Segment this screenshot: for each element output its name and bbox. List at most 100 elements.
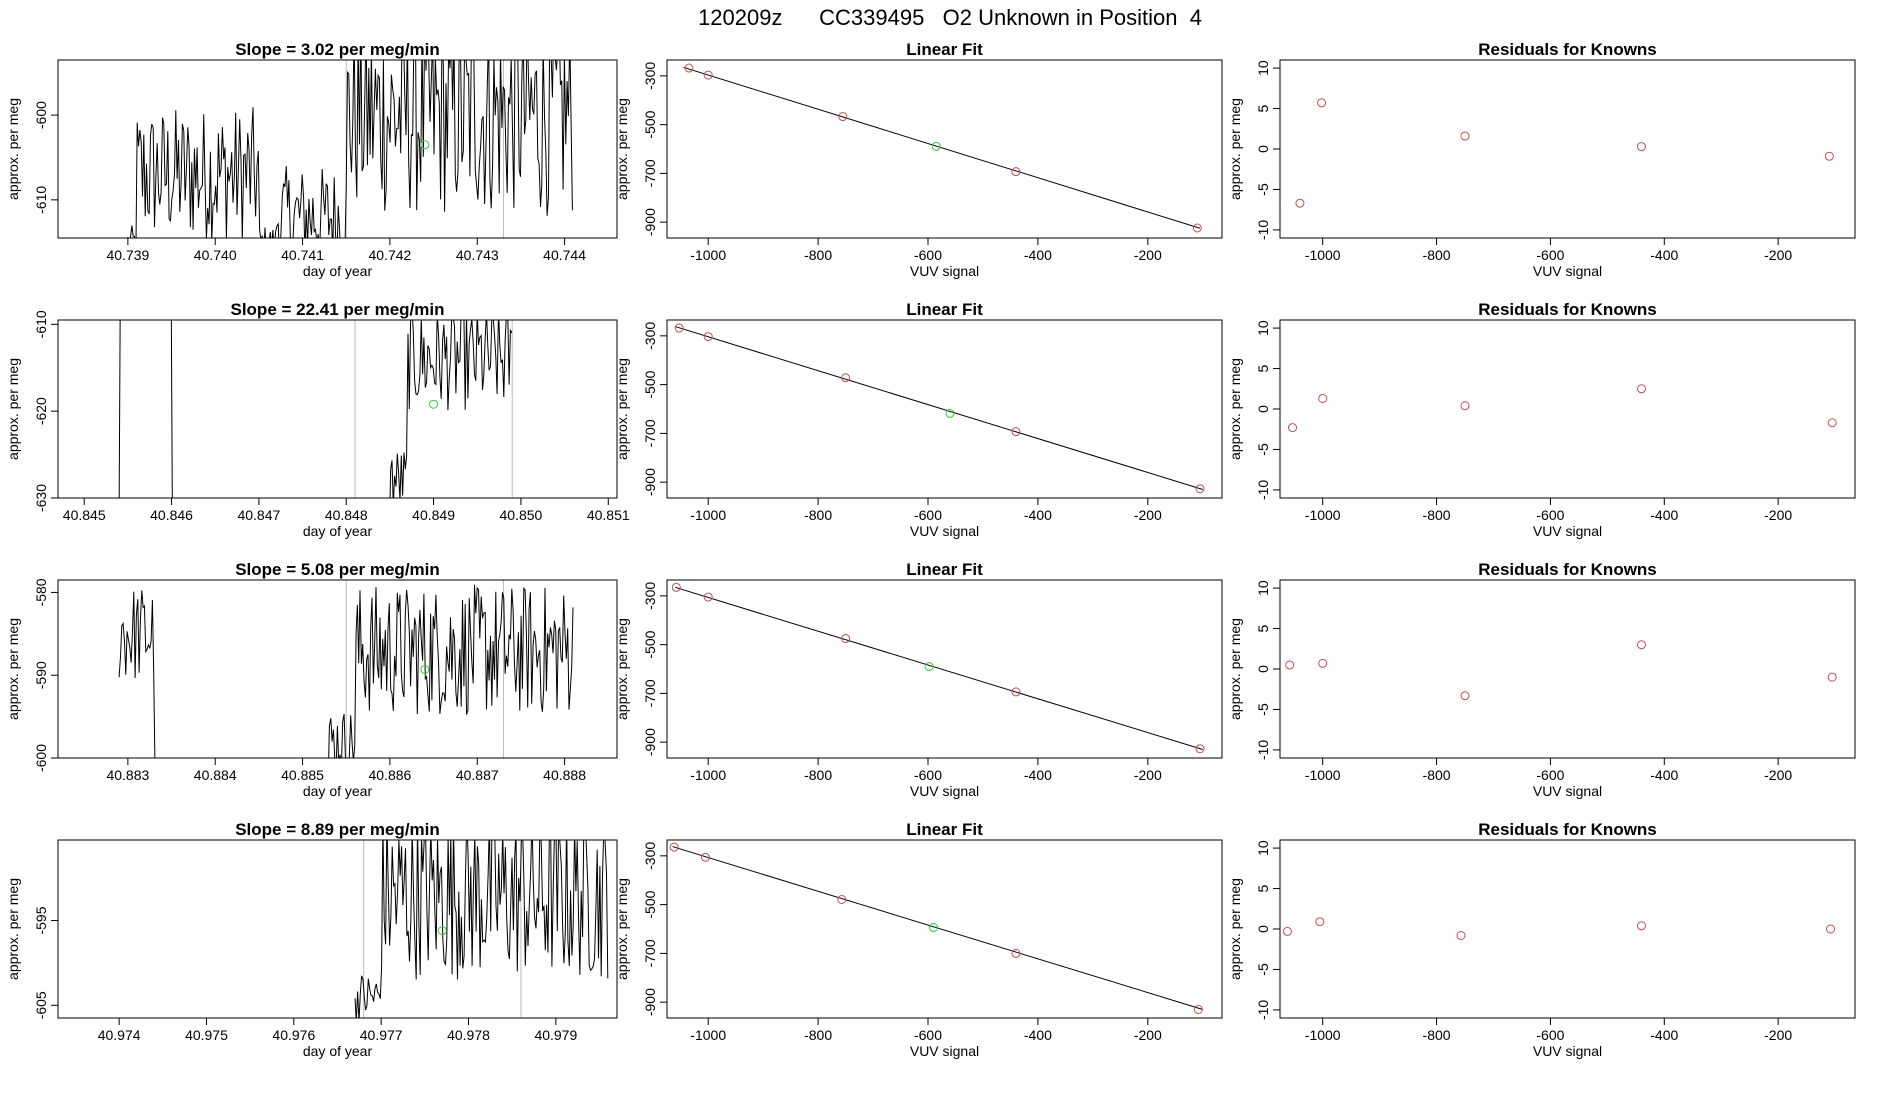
timeseries-1-plot-area bbox=[127, 60, 573, 238]
fit-4-ytick-label: -300 bbox=[642, 842, 658, 870]
fit-1-ytick-label: -700 bbox=[642, 159, 658, 187]
timeseries-3-xtick-label: 40.888 bbox=[543, 767, 586, 783]
timeseries-3-xtick-label: 40.884 bbox=[194, 767, 237, 783]
fit-3-title: Linear Fit bbox=[906, 560, 983, 579]
fit-3-ytick-label: -700 bbox=[642, 679, 658, 707]
fit-4-xtick-label: -400 bbox=[1024, 1027, 1052, 1043]
resid-1-residual-point bbox=[1637, 142, 1647, 152]
timeseries-1-ytick-label: -610 bbox=[33, 186, 49, 214]
timeseries-2-series-line bbox=[118, 320, 513, 498]
fit-1-panel: Linear Fit -1000 -800 -600 -400 -200 -300 -500 -… bbox=[614, 40, 1223, 279]
fit-2-unknown-point bbox=[945, 408, 955, 418]
resid-3-residual-point bbox=[1285, 660, 1295, 670]
fit-4-plot-area bbox=[669, 842, 1203, 1014]
fit-2-xlabel: VUV signal bbox=[910, 523, 979, 539]
resid-3-residual-point bbox=[1460, 691, 1470, 701]
fit-3-xtick-label: -200 bbox=[1134, 767, 1162, 783]
timeseries-2-xtick-label: 40.847 bbox=[237, 507, 280, 523]
resid-4-xtick-label: -600 bbox=[1536, 1027, 1564, 1043]
resid-1-ytick-label: 5 bbox=[1255, 104, 1271, 112]
timeseries-4-xtick-label: 40.975 bbox=[185, 1027, 228, 1043]
timeseries-1-title: Slope = 3.02 per meg/min bbox=[235, 40, 440, 59]
fit-2-known-point bbox=[703, 332, 713, 342]
timeseries-3-xlabel: day of year bbox=[303, 783, 373, 799]
fit-1-known-point bbox=[1011, 167, 1021, 177]
resid-2-residual-point bbox=[1460, 401, 1470, 411]
resid-4-residual-point bbox=[1315, 917, 1325, 927]
fit-1-frame bbox=[666, 59, 1223, 239]
resid-3-ytick-label: 5 bbox=[1255, 624, 1271, 632]
resid-3-ylabel: approx. per meg bbox=[1227, 618, 1243, 720]
timeseries-3-ytick-label: -580 bbox=[33, 578, 49, 606]
resid-2-ytick-label: 10 bbox=[1255, 320, 1271, 336]
resid-1-residual-point bbox=[1460, 131, 1470, 141]
fit-1-xtick-label: -800 bbox=[804, 247, 832, 263]
fit-4-xlabel: VUV signal bbox=[910, 1043, 979, 1059]
fit-3-panel: Linear Fit -1000 -800 -600 -400 -200 -300 -500 -… bbox=[614, 560, 1223, 799]
resid-4-xtick-label: -800 bbox=[1423, 1027, 1451, 1043]
timeseries-1-xtick-label: 40.742 bbox=[368, 247, 411, 263]
resid-2-title: Residuals for Knowns bbox=[1478, 300, 1657, 319]
resid-2-plot-area bbox=[1288, 384, 1837, 433]
timeseries-4-xtick-label: 40.977 bbox=[360, 1027, 403, 1043]
resid-3-plot-area bbox=[1285, 640, 1837, 701]
fit-2-xtick-label: -800 bbox=[804, 507, 832, 523]
fit-3-known-point bbox=[841, 634, 851, 644]
fit-1-xtick-label: -400 bbox=[1024, 247, 1052, 263]
fit-3-frame bbox=[666, 579, 1223, 759]
resid-4-residual-point bbox=[1282, 926, 1292, 936]
timeseries-2-ylabel: approx. per meg bbox=[5, 358, 21, 460]
resid-1-xtick-label: -600 bbox=[1536, 247, 1564, 263]
resid-1-ytick-label: 0 bbox=[1255, 145, 1271, 153]
resid-4-residual-point bbox=[1456, 930, 1466, 940]
timeseries-1-unknown-point bbox=[420, 140, 430, 150]
resid-4-ylabel: approx. per meg bbox=[1227, 878, 1243, 980]
timeseries-4-xtick-label: 40.976 bbox=[272, 1027, 315, 1043]
fit-2-ytick-label: -500 bbox=[642, 370, 658, 398]
timeseries-2-frame bbox=[57, 319, 618, 499]
resid-1-plot-area bbox=[1295, 98, 1834, 208]
resid-1-xtick-label: -800 bbox=[1423, 247, 1451, 263]
resid-2-xtick-label: -600 bbox=[1536, 507, 1564, 523]
timeseries-2-ytick-label: -620 bbox=[33, 397, 49, 425]
fit-4-ytick-label: -700 bbox=[642, 939, 658, 967]
resid-2-residual-point bbox=[1827, 418, 1837, 428]
timeseries-4-ytick-label: -605 bbox=[33, 991, 49, 1019]
fit-3-xlabel: VUV signal bbox=[910, 783, 979, 799]
fit-4-ytick-label: -500 bbox=[642, 890, 658, 918]
fit-1-known-point bbox=[684, 63, 694, 73]
timeseries-4-title: Slope = 8.89 per meg/min bbox=[235, 820, 440, 839]
resid-4-xtick-label: -200 bbox=[1764, 1027, 1792, 1043]
timeseries-2-xtick-label: 40.851 bbox=[587, 507, 630, 523]
timeseries-3-xtick-label: 40.885 bbox=[281, 767, 324, 783]
fit-1-known-point bbox=[703, 70, 713, 80]
timeseries-3-ylabel: approx. per meg bbox=[5, 618, 21, 720]
timeseries-1-xtick-label: 40.741 bbox=[281, 247, 324, 263]
timeseries-3-unknown-point bbox=[420, 664, 430, 674]
resid-2-residual-point bbox=[1637, 384, 1647, 394]
timeseries-2-ytick-label: -610 bbox=[33, 310, 49, 338]
resid-3-xtick-label: -400 bbox=[1650, 767, 1678, 783]
timeseries-2-xtick-label: 40.850 bbox=[500, 507, 543, 523]
timeseries-1-frame bbox=[57, 59, 618, 239]
fit-4-unknown-point bbox=[929, 923, 939, 933]
fit-2-title: Linear Fit bbox=[906, 300, 983, 319]
timeseries-1-xlabel: day of year bbox=[303, 263, 373, 279]
fit-2-ytick-label: -300 bbox=[642, 322, 658, 350]
timeseries-3-title: Slope = 5.08 per meg/min bbox=[235, 560, 440, 579]
fit-1-xlabel: VUV signal bbox=[910, 263, 979, 279]
resid-3-xtick-label: -800 bbox=[1423, 767, 1451, 783]
fit-3-xtick-label: -400 bbox=[1024, 767, 1052, 783]
fit-4-known-point bbox=[837, 894, 847, 904]
resid-1-xtick-label: -200 bbox=[1764, 247, 1792, 263]
resid-2-xtick-label: -200 bbox=[1764, 507, 1792, 523]
resid-3-xlabel: VUV signal bbox=[1533, 783, 1602, 799]
fit-2-known-point bbox=[1195, 484, 1205, 494]
fit-4-known-point bbox=[1011, 948, 1021, 958]
resid-4-ytick-label: 0 bbox=[1255, 925, 1271, 933]
timeseries-3-series-line bbox=[118, 584, 574, 758]
resid-1-ytick-label: -5 bbox=[1255, 183, 1271, 196]
timeseries-1-series-line bbox=[127, 60, 573, 238]
fit-1-xtick-label: -200 bbox=[1134, 247, 1162, 263]
